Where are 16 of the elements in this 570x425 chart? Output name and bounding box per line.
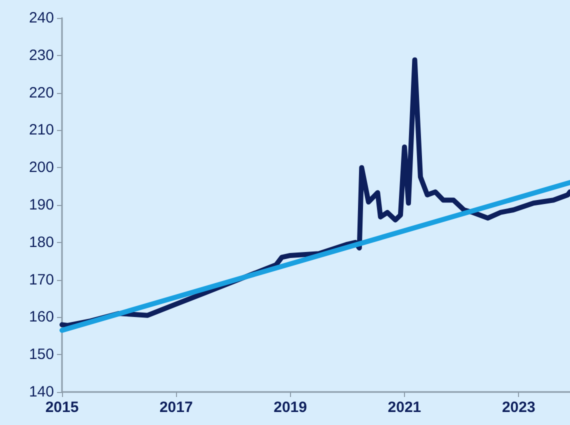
y-tick-label: 220 — [28, 84, 54, 102]
y-tick-label: 140 — [28, 384, 54, 400]
y-tick-label: 210 — [28, 122, 54, 139]
x-tick-label: 2021 — [388, 399, 422, 416]
y-tick-label: 230 — [28, 46, 54, 64]
y-tick-label: 190 — [28, 196, 54, 214]
y-tick-label: 240 — [28, 10, 54, 26]
x-tick-label: 2017 — [159, 399, 193, 416]
y-tick-label: 160 — [28, 308, 54, 326]
x-tick-label: 2019 — [274, 399, 307, 416]
y-tick-label: 180 — [28, 234, 54, 251]
x-tick-label: 2023 — [502, 399, 536, 416]
y-tick-label: 200 — [28, 159, 54, 176]
y-tick-label: 150 — [28, 346, 54, 364]
y-tick-label: 170 — [28, 271, 54, 288]
x-tick-label: 2015 — [45, 399, 79, 416]
